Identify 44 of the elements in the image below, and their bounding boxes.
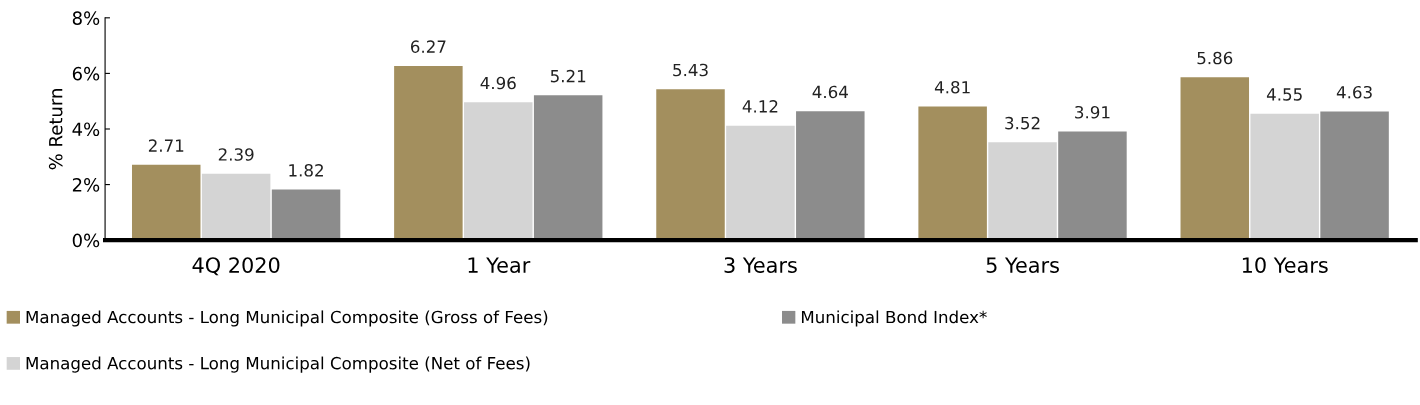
data-label: 5.21 xyxy=(550,69,586,83)
data-label: 4.63 xyxy=(1336,85,1372,99)
data-label: 2.71 xyxy=(148,139,184,152)
y-tick-label: 4% xyxy=(72,122,100,137)
y-tick-label: 6% xyxy=(72,66,100,81)
y-tick-label: 2% xyxy=(72,178,100,192)
data-label: 3.91 xyxy=(1075,105,1110,119)
y-tick-label: 8% xyxy=(72,11,100,25)
bar xyxy=(1250,113,1319,241)
bar xyxy=(918,106,987,241)
data-label: 2.39 xyxy=(218,148,254,161)
data-label: 3.52 xyxy=(1005,116,1040,130)
bar xyxy=(656,89,725,241)
x-tick-label: 4Q 2020 xyxy=(192,257,280,276)
data-label: 5.86 xyxy=(1197,51,1233,65)
data-label: 6.27 xyxy=(410,40,446,53)
bar xyxy=(1058,131,1127,241)
bar xyxy=(1320,111,1389,241)
bar xyxy=(726,125,795,241)
data-label: 4.64 xyxy=(812,85,848,99)
bar xyxy=(201,173,271,241)
x-tick-label: 5 Years xyxy=(986,257,1059,273)
bar xyxy=(796,111,865,241)
bar xyxy=(464,102,533,241)
x-tick-label: 3 Years xyxy=(724,257,797,273)
bar xyxy=(394,65,463,241)
y-axis-title: % Return xyxy=(48,89,63,170)
legend-label: Municipal Bond Index* xyxy=(801,310,987,327)
x-tick-label: 10 Years xyxy=(1242,257,1328,273)
legend-label: Managed Accounts - Long Municipal Composite (Gross of Fees) xyxy=(26,310,548,327)
x-tick-label: 1 Year xyxy=(468,257,531,273)
data-label: 4.96 xyxy=(480,76,516,90)
bar xyxy=(988,142,1057,241)
data-label: 5.43 xyxy=(673,63,708,77)
bar xyxy=(1180,77,1250,241)
data-label: 4.55 xyxy=(1266,88,1302,101)
bar xyxy=(131,164,201,241)
data-label: 1.82 xyxy=(289,164,323,177)
data-label: 4.81 xyxy=(934,80,970,94)
y-tick-label: 0% xyxy=(72,233,100,248)
data-label: 4.12 xyxy=(742,100,778,113)
bar xyxy=(271,189,341,241)
legend-label: Managed Accounts - Long Municipal Composite (Net of Fees) xyxy=(26,356,530,373)
bar xyxy=(533,95,603,241)
